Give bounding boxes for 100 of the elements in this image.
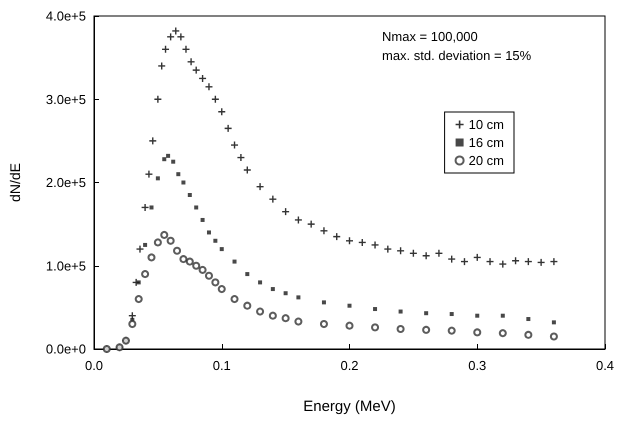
- point: [149, 205, 154, 210]
- x-tick-label: 0.4: [596, 358, 614, 373]
- point: [320, 227, 328, 234]
- point: [526, 317, 530, 322]
- point: [147, 253, 156, 262]
- x-tick-label: 0.2: [340, 358, 359, 373]
- point: [166, 154, 170, 158]
- point: [162, 46, 170, 53]
- point: [473, 328, 482, 336]
- point: [346, 237, 353, 244]
- point: [308, 220, 315, 228]
- point: [156, 176, 160, 180]
- y-axis-title: dN/dE: [7, 163, 23, 202]
- point: [205, 83, 212, 90]
- point: [498, 329, 507, 338]
- point: [166, 236, 175, 245]
- point: [282, 314, 290, 322]
- point: [128, 312, 136, 320]
- point: [256, 308, 264, 316]
- point: [268, 312, 277, 320]
- point: [181, 180, 186, 184]
- point: [188, 192, 192, 197]
- point: [512, 257, 520, 264]
- point: [384, 246, 392, 253]
- point: [450, 312, 454, 316]
- legend-label: 20 cm: [468, 153, 504, 168]
- point: [182, 46, 190, 53]
- point: [128, 320, 136, 328]
- point: [162, 157, 166, 162]
- point: [206, 230, 211, 234]
- point: [422, 252, 430, 260]
- annotation: Nmax = 100,000: [382, 29, 478, 44]
- point: [371, 323, 380, 332]
- point: [167, 33, 174, 40]
- point: [373, 307, 378, 312]
- annotation: max. std. deviation = 15%: [382, 48, 532, 63]
- point: [499, 260, 506, 268]
- x-tick-label: 0.0: [84, 358, 104, 373]
- point: [524, 330, 532, 339]
- point: [346, 322, 354, 330]
- point: [172, 27, 180, 34]
- y-tick-label: 0.0e+0: [46, 342, 86, 356]
- point: [244, 166, 251, 174]
- point: [296, 295, 300, 300]
- point: [142, 204, 149, 211]
- point: [294, 216, 302, 224]
- x-tick-label: 0.1: [212, 358, 231, 373]
- point: [192, 66, 200, 74]
- point: [230, 295, 239, 304]
- y-tick-label: 3.0e+5: [46, 92, 86, 107]
- point: [435, 250, 442, 257]
- point: [410, 250, 417, 257]
- point: [154, 96, 162, 103]
- point: [550, 332, 558, 341]
- point: [448, 326, 456, 335]
- point: [398, 310, 403, 314]
- point: [474, 254, 481, 261]
- point: [232, 260, 237, 264]
- point: [348, 304, 352, 308]
- point: [550, 258, 558, 266]
- point: [212, 96, 219, 103]
- point: [270, 287, 275, 292]
- point: [213, 238, 218, 243]
- point: [460, 258, 468, 266]
- y-tick-label: 2.0e+5: [46, 175, 86, 190]
- point: [397, 247, 404, 254]
- point: [198, 266, 207, 274]
- point: [179, 255, 188, 264]
- point: [192, 262, 200, 270]
- x-tick-label: 0.3: [468, 358, 486, 373]
- point: [500, 314, 505, 318]
- point: [134, 295, 143, 304]
- point: [194, 205, 198, 210]
- point: [171, 160, 176, 164]
- point: [396, 325, 405, 334]
- point: [173, 246, 182, 255]
- point: [424, 311, 428, 316]
- point: [200, 218, 205, 222]
- point: [524, 258, 532, 266]
- x-axis-title: Energy (MeV): [303, 398, 396, 415]
- point: [160, 230, 168, 239]
- point: [154, 238, 162, 246]
- point: [143, 242, 148, 247]
- point: [538, 258, 545, 266]
- point: [486, 258, 494, 266]
- point: [224, 124, 232, 132]
- point: [136, 246, 144, 253]
- point: [422, 326, 430, 334]
- point: [136, 280, 141, 284]
- legend-label: 10 cm: [468, 117, 504, 132]
- point: [158, 62, 166, 70]
- point: [204, 272, 213, 280]
- point: [322, 300, 326, 304]
- point: [282, 208, 290, 216]
- y-tick-label: 1.0e+5: [46, 258, 86, 274]
- point: [149, 137, 156, 144]
- point: [218, 108, 226, 116]
- point: [186, 258, 194, 266]
- point: [243, 302, 252, 310]
- legend-label: 16 cm: [468, 135, 504, 150]
